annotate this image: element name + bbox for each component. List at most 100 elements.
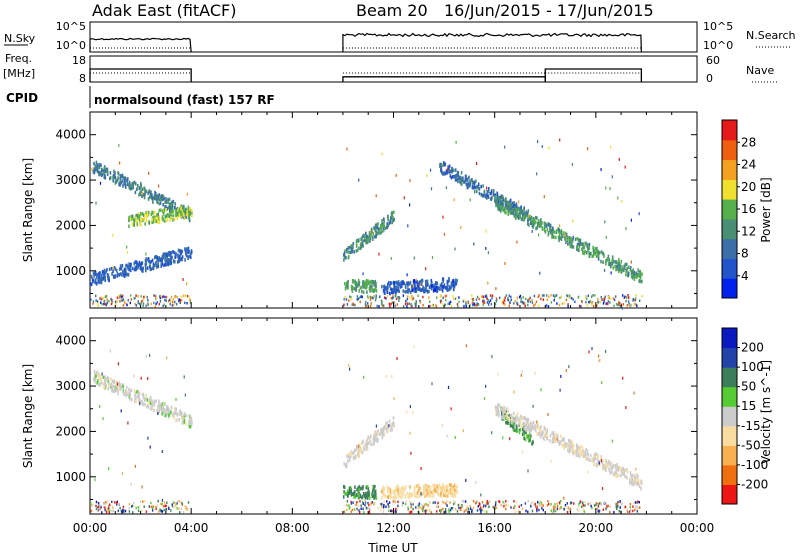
power-scatter-cell — [453, 175, 455, 179]
power-scatter-cell — [527, 222, 529, 226]
velocity-speckle-cell — [475, 480, 477, 484]
power-scatter-cell — [360, 237, 362, 241]
velocity-ground-cell — [105, 502, 107, 506]
power-scatter-cell — [166, 259, 168, 263]
power-speckle-cell — [158, 202, 160, 206]
velocity-speckle-cell — [141, 485, 143, 489]
power-ground-cell — [520, 297, 522, 300]
power-speckle-cell — [495, 195, 497, 198]
velocity-scatter-cell — [525, 424, 527, 428]
power-scatter-cell — [502, 197, 505, 202]
power-scatter-cell — [412, 281, 415, 285]
power-scatter-cell — [178, 213, 181, 217]
power-scatter-cell — [344, 249, 346, 253]
velocity-ground-cell — [137, 506, 139, 509]
power-ground-cell — [414, 302, 416, 305]
power-ground-cell — [482, 299, 484, 303]
power-scatter-cell — [102, 277, 104, 281]
velocity-ground-cell — [131, 505, 133, 508]
velocity-scatter-cell — [386, 489, 389, 494]
power-scatter-cell — [576, 237, 579, 241]
velocity-ground-cell — [161, 510, 163, 513]
power-scatter-cell — [92, 271, 95, 275]
power-scatter-cell — [443, 283, 446, 287]
velocity-ground-cell — [421, 503, 423, 507]
power-colorbar-segment — [722, 258, 737, 279]
velocity-colorbar-tick-label: -50 — [741, 438, 761, 452]
power-speckle-cell — [604, 268, 606, 272]
velocity-ground-cell — [173, 501, 175, 504]
power-scatter-cell — [368, 281, 371, 285]
power-scatter-cell — [170, 251, 173, 255]
velocity-ytick-label: 2000 — [55, 424, 86, 438]
power-ground-cell — [465, 305, 467, 308]
power-speckle-cell — [346, 147, 348, 151]
velocity-scatter-cell — [615, 468, 618, 472]
power-ground-cell — [566, 294, 568, 297]
velocity-speckle-cell — [502, 436, 504, 440]
power-scatter-cell — [133, 267, 136, 272]
power-ground-cell — [467, 301, 469, 304]
power-scatter-cell — [432, 285, 435, 289]
power-ground-cell — [491, 296, 493, 300]
velocity-ground-cell — [143, 505, 145, 508]
power-scatter-cell — [368, 234, 371, 238]
power-scatter-cell — [489, 191, 492, 196]
power-ground-cell — [428, 296, 430, 299]
velocity-ground-cell — [488, 500, 491, 504]
power-scatter-cell — [519, 208, 521, 212]
velocity-ground-cell — [444, 510, 447, 514]
velocity-scatter-cell — [159, 404, 162, 408]
power-scatter-cell — [153, 263, 156, 267]
power-ground-cell — [608, 295, 610, 299]
velocity-ground-cell — [437, 505, 439, 509]
velocity-ground-cell — [350, 510, 352, 513]
power-scatter-cell — [116, 271, 119, 276]
power-scatter-cell — [102, 169, 105, 173]
velocity-ground-cell — [446, 500, 448, 503]
power-ground-cell — [538, 294, 540, 297]
power-ground-cell — [450, 304, 453, 307]
power-scatter-cell — [504, 203, 507, 207]
velocity-ground-cell — [570, 502, 572, 505]
power-scatter-cell — [128, 180, 131, 185]
power-ground-cell — [415, 301, 417, 304]
power-scatter-cell — [625, 272, 627, 277]
power-scatter-cell — [146, 211, 149, 215]
power-scatter-cell — [147, 191, 149, 195]
power-scatter-cell — [468, 175, 470, 180]
velocity-ground-cell — [128, 506, 130, 510]
power-ground-cell — [485, 294, 488, 297]
velocity-colorbar-segment — [722, 386, 737, 407]
power-scatter-cell — [133, 180, 136, 185]
power-scatter-cell — [597, 254, 599, 258]
velocity-speckle-cell — [465, 344, 467, 348]
power-scatter-cell — [182, 215, 185, 219]
power-scatter-cell — [460, 177, 463, 182]
velocity-scatter-cell — [350, 489, 352, 493]
power-scatter-cell — [522, 213, 524, 218]
velocity-ground-cell — [360, 507, 362, 510]
velocity-scatter-cell — [394, 495, 396, 500]
power-scatter-cell — [445, 171, 448, 175]
power-scatter-cell — [362, 280, 364, 284]
power-ground-cell — [453, 297, 455, 301]
power-scatter-cell — [436, 289, 438, 293]
power-colorbar-segment — [722, 159, 737, 180]
velocity-scatter-cell — [365, 447, 368, 452]
power-ground-cell — [542, 298, 545, 301]
velocity-ground-cell — [484, 504, 487, 508]
power-scatter-cell — [165, 208, 167, 212]
power-scatter-cell — [164, 262, 166, 267]
velocity-scatter-cell — [614, 464, 617, 468]
power-colorbar-tick-label: 24 — [741, 158, 756, 172]
power-scatter-cell — [372, 280, 375, 285]
power-speckle-cell — [383, 229, 385, 233]
power-scatter-cell — [410, 290, 412, 294]
power-scatter-cell — [177, 253, 179, 257]
velocity-speckle-cell — [391, 375, 393, 379]
power-scatter-cell — [407, 283, 409, 287]
power-scatter-cell — [592, 254, 594, 258]
velocity-scatter-cell — [373, 487, 375, 491]
power-colorbar-segment — [722, 218, 737, 240]
